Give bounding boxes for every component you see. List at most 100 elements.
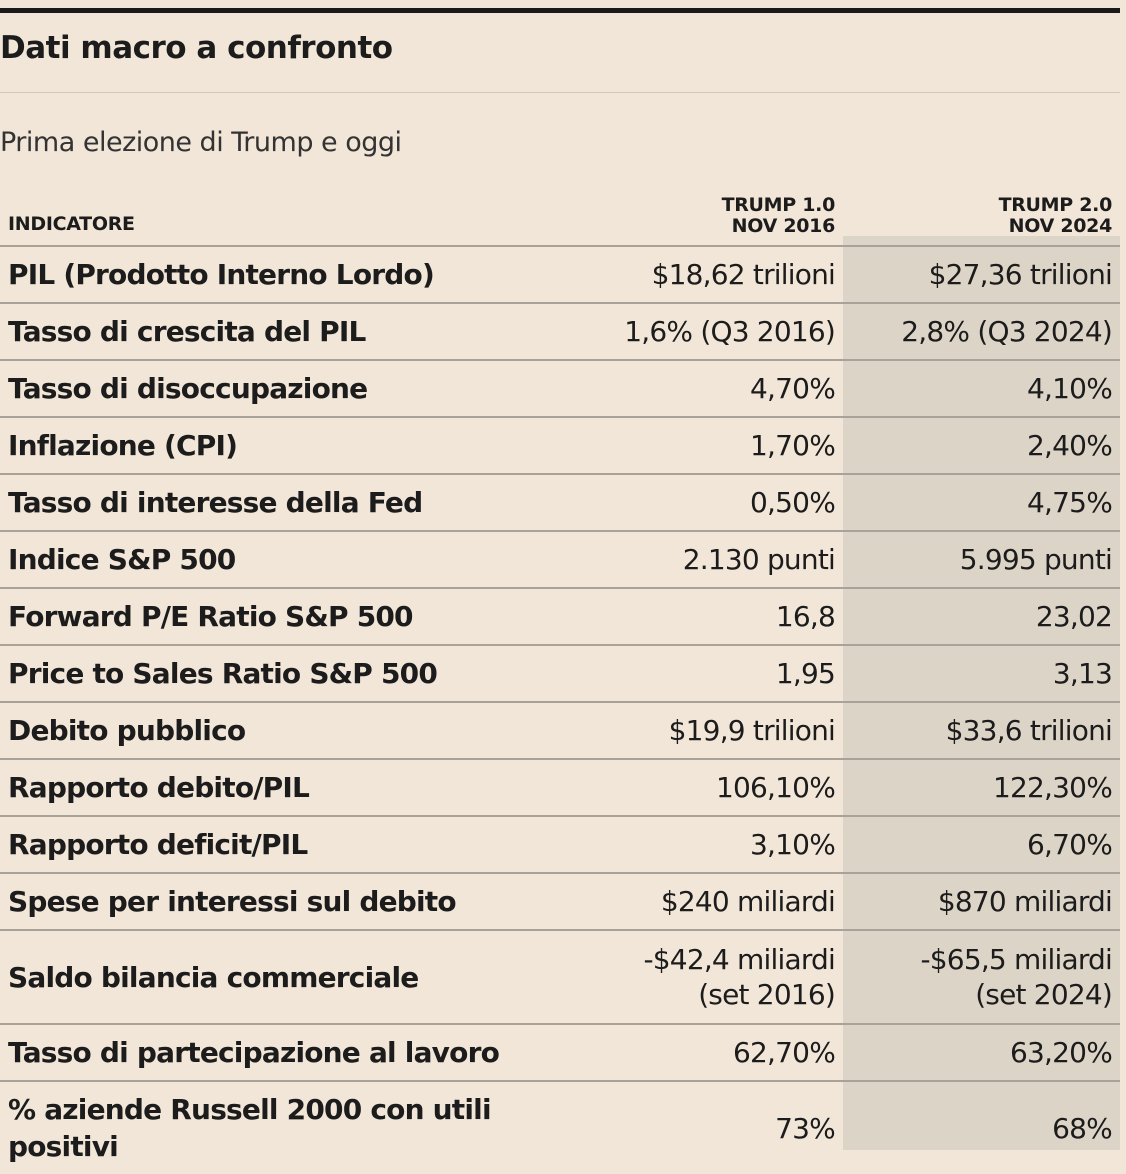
indicator-cell: Debito pubblico (0, 701, 555, 759)
value-text: 1,95 (775, 657, 836, 690)
value-text: 63,20% (1010, 1036, 1113, 1069)
value-text: $27,36 trilioni (928, 258, 1113, 291)
value-text: 2.130 punti (682, 543, 836, 576)
trump-1-value-cell: -$42,4 miliardi (set 2016) (555, 929, 843, 1024)
value-text: 5.995 punti (959, 543, 1113, 576)
table-row: PIL (Prodotto Interno Lordo) $18,62 trili… (0, 245, 1120, 303)
top-rule (0, 8, 1120, 13)
value-text: $18,62 trilioni (651, 258, 836, 291)
indicator-cell: Spese per interessi sul debito (0, 872, 555, 930)
trump-1-value-cell: $19,9 trilioni (555, 701, 843, 759)
trump-2-value-cell: -$65,5 miliardi (set 2024) (843, 929, 1120, 1024)
trump-1-value-cell: $18,62 trilioni (555, 245, 843, 303)
value-text: $33,6 trilioni (945, 714, 1113, 747)
value-text: 16,8 (775, 600, 836, 633)
trump-1-value-cell: 0,50% (555, 473, 843, 531)
table-row: Tasso di crescita del PIL 1,6% (Q3 2016) 2… (0, 302, 1120, 360)
table-row: Tasso di interesse della Fed 0,50% 4,75% (0, 473, 1120, 531)
trump-2-value-cell: $870 miliardi (843, 872, 1120, 930)
title-divider (0, 92, 1120, 93)
table-row: Tasso di partecipazione al lavoro 62,70% 6… (0, 1023, 1120, 1081)
trump-1-value-cell: 73% (555, 1080, 843, 1174)
value-text: 62,70% (733, 1036, 836, 1069)
value-text: -$42,4 miliardi (643, 943, 835, 976)
header-trump-2: TRUMP 2.0 NOV 2024 (843, 180, 1120, 246)
table-row: % aziende Russell 2000 con utili positiv… (0, 1080, 1120, 1174)
table-row: Debito pubblico $19,9 trilioni $33,6 trili… (0, 701, 1120, 759)
table-row: Tasso di disoccupazione 4,70% 4,10% (0, 359, 1120, 417)
indicator-cell: Tasso di crescita del PIL (0, 302, 555, 360)
table-body: PIL (Prodotto Interno Lordo) $18,62 trili… (0, 245, 1120, 1174)
value-text: 1,6% (Q3 2016) (624, 315, 836, 348)
table-row: Price to Sales Ratio S&P 500 1,95 3,13 (0, 644, 1120, 702)
value-text: 3,13 (1052, 657, 1113, 690)
trump-2-value-cell: 122,30% (843, 758, 1120, 816)
indicator-cell: Tasso di interesse della Fed (0, 473, 555, 531)
header-trump-1-line2: NOV 2016 (731, 215, 836, 237)
value-text: 122,30% (993, 771, 1113, 804)
value-text: 2,8% (Q3 2024) (901, 315, 1113, 348)
table-row: Inflazione (CPI) 1,70% 2,40% (0, 416, 1120, 474)
trump-2-value-cell: 23,02 (843, 587, 1120, 645)
indicator-cell: Tasso di disoccupazione (0, 359, 555, 417)
value-text: 4,75% (1027, 486, 1113, 519)
table-row: Indice S&P 500 2.130 punti 5.995 punti (0, 530, 1120, 588)
macro-table: INDICATORE TRUMP 1.0 NOV 2016 TRUMP 2.0 … (0, 180, 1120, 1174)
value-text: $240 miliardi (660, 885, 836, 918)
indicator-cell: Inflazione (CPI) (0, 416, 555, 474)
value-text: 1,70% (750, 429, 836, 462)
chart-title: Dati macro a confronto (0, 30, 393, 66)
indicator-cell: % aziende Russell 2000 con utili positiv… (0, 1080, 555, 1174)
trump-2-value-cell: 6,70% (843, 815, 1120, 873)
chart-subtitle: Prima elezione di Trump e oggi (0, 127, 402, 158)
value-text: $19,9 trilioni (668, 714, 836, 747)
trump-2-value-cell: 5.995 punti (843, 530, 1120, 588)
indicator-cell: Indice S&P 500 (0, 530, 555, 588)
value-text: $870 miliardi (937, 885, 1113, 918)
table-row: Rapporto debito/PIL 106,10% 122,30% (0, 758, 1120, 816)
trump-1-value-cell: 4,70% (555, 359, 843, 417)
trump-2-value-cell: 63,20% (843, 1023, 1120, 1081)
trump-1-value-cell: 1,70% (555, 416, 843, 474)
header-indicatore-label: INDICATORE (8, 213, 135, 235)
header-indicatore: INDICATORE (0, 180, 555, 246)
header-row: INDICATORE TRUMP 1.0 NOV 2016 TRUMP 2.0 … (0, 180, 1120, 246)
indicator-cell: Rapporto debito/PIL (0, 758, 555, 816)
header-trump-2-line2: NOV 2024 (1008, 215, 1113, 237)
value-text: 106,10% (716, 771, 836, 804)
trump-2-value-cell: 4,10% (843, 359, 1120, 417)
table-row: Saldo bilancia commerciale -$42,4 miliard… (0, 929, 1120, 1024)
trump-2-value-cell: $33,6 trilioni (843, 701, 1120, 759)
trump-1-value-cell: 62,70% (555, 1023, 843, 1081)
value-text: 4,70% (750, 372, 836, 405)
indicator-cell: Rapporto deficit/PIL (0, 815, 555, 873)
indicator-cell: Saldo bilancia commerciale (0, 929, 555, 1024)
value-text: 23,02 (1035, 600, 1113, 633)
header-trump-1: TRUMP 1.0 NOV 2016 (555, 180, 843, 246)
trump-1-value-cell: 1,6% (Q3 2016) (555, 302, 843, 360)
value-text: 73% (775, 1111, 836, 1145)
value-note: (set 2016) (698, 978, 836, 1011)
value-note: (set 2024) (975, 978, 1113, 1011)
trump-2-value-cell: 2,8% (Q3 2024) (843, 302, 1120, 360)
value-text: 0,50% (750, 486, 836, 519)
value-text: 2,40% (1027, 429, 1113, 462)
trump-2-value-cell: 4,75% (843, 473, 1120, 531)
trump-2-value-cell: 2,40% (843, 416, 1120, 474)
header-trump-2-line1: TRUMP 2.0 (998, 194, 1113, 216)
indicator-cell: Price to Sales Ratio S&P 500 (0, 644, 555, 702)
value-text: 68% (1052, 1111, 1113, 1145)
trump-1-value-cell: 1,95 (555, 644, 843, 702)
trump-1-value-cell: 3,10% (555, 815, 843, 873)
value-text: 6,70% (1027, 828, 1113, 861)
table-row: Spese per interessi sul debito $240 milia… (0, 872, 1120, 930)
table-row: Forward P/E Ratio S&P 500 16,8 23,02 (0, 587, 1120, 645)
indicator-cell: Tasso di partecipazione al lavoro (0, 1023, 555, 1081)
trump-1-value-cell: 16,8 (555, 587, 843, 645)
trump-1-value-cell: 106,10% (555, 758, 843, 816)
table-row: Rapporto deficit/PIL 3,10% 6,70% (0, 815, 1120, 873)
indicator-cell: Forward P/E Ratio S&P 500 (0, 587, 555, 645)
trump-2-value-cell: 68% (843, 1080, 1120, 1174)
header-trump-1-line1: TRUMP 1.0 (721, 194, 836, 216)
trump-2-value-cell: $27,36 trilioni (843, 245, 1120, 303)
